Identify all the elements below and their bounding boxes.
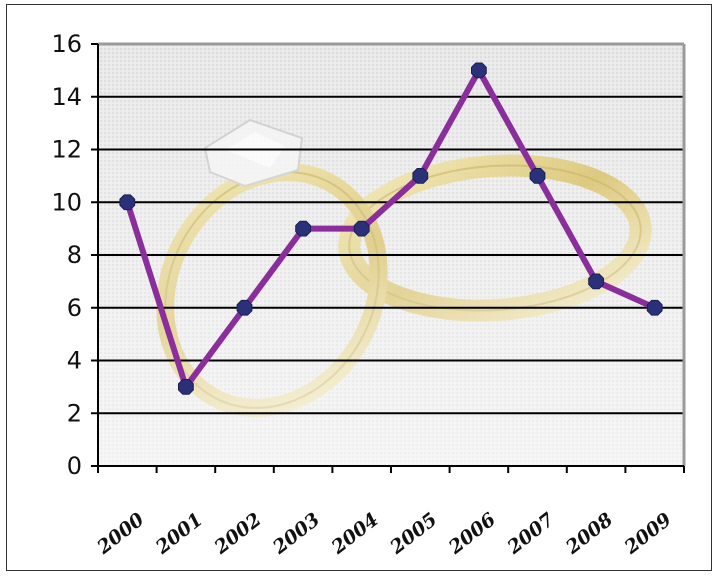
x-tick-label: 2007 xyxy=(503,509,559,560)
grid-lines xyxy=(98,43,684,415)
x-tick-label: 2005 xyxy=(385,509,441,560)
x-tick-label: 2009 xyxy=(620,509,676,560)
series-markers xyxy=(119,62,663,395)
y-tick-label: 12 xyxy=(51,136,82,164)
data-point-2008 xyxy=(588,273,604,290)
series-line xyxy=(124,67,658,390)
data-point-2001 xyxy=(178,379,194,395)
x-tick-labels: 2000 2001 2002 2003 2004 2005 2006 2007 2008 2009 xyxy=(92,509,675,560)
x-tick-label: 2000 xyxy=(92,509,148,560)
data-point-2009 xyxy=(646,299,663,316)
x-tick-label: 2004 xyxy=(327,509,383,560)
x-tick-label: 2003 xyxy=(268,509,324,560)
data-point-2002 xyxy=(236,299,253,316)
data-point-2000 xyxy=(119,194,136,211)
y-tick-label: 2 xyxy=(67,399,82,427)
x-tick-label: 2006 xyxy=(444,509,500,560)
axes xyxy=(91,42,686,473)
x-tick-label: 2001 xyxy=(151,509,207,560)
data-point-2006 xyxy=(471,62,487,79)
y-tick-label: 14 xyxy=(51,83,82,111)
data-point-2004 xyxy=(353,220,370,237)
x-tick-label: 2008 xyxy=(561,509,617,560)
data-point-2003 xyxy=(295,220,311,237)
y-tick-label: 8 xyxy=(67,241,82,269)
y-tick-label: 10 xyxy=(51,188,82,216)
y-tick-label: 6 xyxy=(67,294,82,322)
data-point-2005 xyxy=(412,168,429,184)
y-tick-label: 0 xyxy=(67,452,82,480)
y-tick-label: 4 xyxy=(67,347,82,375)
x-tick-label: 2002 xyxy=(210,509,266,560)
series-polyline xyxy=(124,67,658,390)
data-point-2007 xyxy=(529,168,546,184)
y-tick-label: 16 xyxy=(51,30,82,58)
y-tick-labels: 0 2 4 6 8 10 12 14 16 xyxy=(51,30,82,480)
